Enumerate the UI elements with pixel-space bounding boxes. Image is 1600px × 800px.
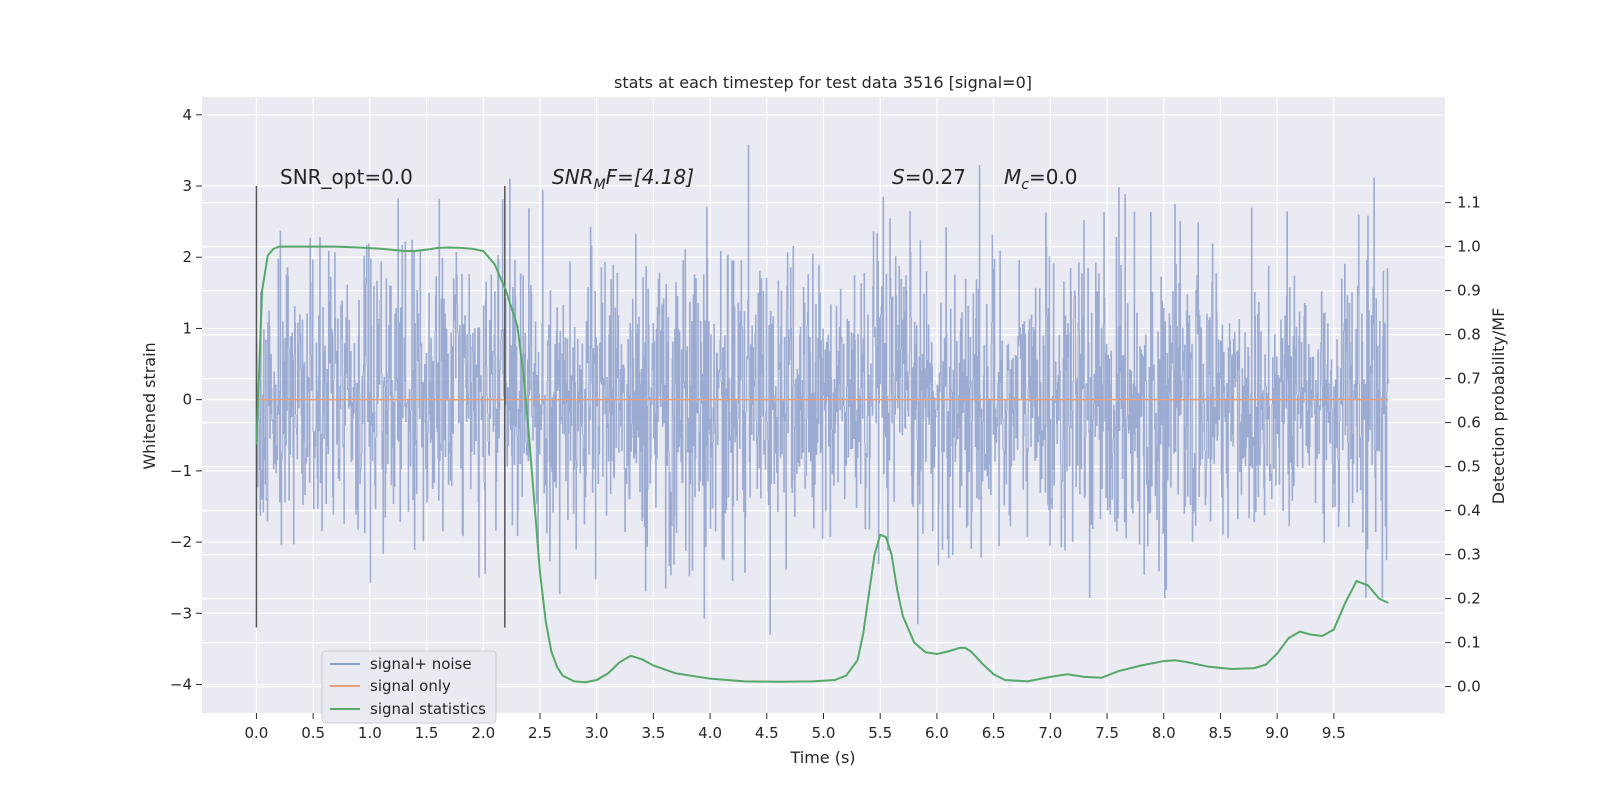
x-tick-label-9: 4.5 bbox=[755, 724, 779, 742]
annotation-s-tail: =0.27 bbox=[905, 165, 966, 189]
right-tick-label-2: 0.9 bbox=[1457, 282, 1481, 300]
x-tick-label-15: 7.5 bbox=[1095, 724, 1119, 742]
left-tick-label-8: −4 bbox=[170, 676, 192, 694]
x-tick-label-19: 9.5 bbox=[1322, 724, 1346, 742]
annotation-mc-tail: =0.0 bbox=[1029, 165, 1078, 189]
annotation-mc-base: M bbox=[1004, 165, 1021, 189]
x-tick-label-13: 6.5 bbox=[982, 724, 1006, 742]
legend-label-signal-noise: signal+ noise bbox=[370, 655, 472, 673]
legend-label-signal-statistics: signal statistics bbox=[370, 700, 486, 718]
legend-label-signal-only: signal only bbox=[370, 677, 451, 695]
left-tick-label-0: 4 bbox=[182, 106, 192, 124]
right-tick-label-4: 0.7 bbox=[1457, 370, 1481, 388]
x-axis-ticks: 0.0 0.5 1.0 1.5 2.0 2.5 3.0 3.5 4.0 4.5 5.0 5.5 6.0 6… bbox=[245, 713, 1346, 742]
x-tick-label-18: 9.0 bbox=[1265, 724, 1289, 742]
right-tick-label-5: 0.6 bbox=[1457, 414, 1481, 432]
left-tick-label-7: −3 bbox=[170, 604, 192, 622]
x-tick-label-0: 0.0 bbox=[245, 724, 269, 742]
right-tick-label-8: 0.3 bbox=[1457, 546, 1481, 564]
x-tick-label-1: 0.5 bbox=[301, 724, 325, 742]
right-tick-label-6: 0.5 bbox=[1457, 458, 1481, 476]
right-tick-label-9: 0.2 bbox=[1457, 590, 1481, 608]
annotation-mc-sub: c bbox=[1021, 177, 1029, 193]
left-axis-ticks: 4 3 2 1 0 −1 −2 −3 −4 bbox=[170, 106, 202, 694]
y-axis-label: Whitened strain bbox=[140, 342, 159, 469]
x-tick-label-11: 5.5 bbox=[868, 724, 892, 742]
left-tick-label-6: −2 bbox=[170, 533, 192, 551]
right-axis-ticks: 1.1 1.0 0.9 0.8 0.7 0.6 0.5 0.4 0.3 0.2 0.1 0.0 bbox=[1445, 194, 1481, 696]
annotation-snr-mf-base: SNR bbox=[552, 165, 594, 189]
right-tick-label-3: 0.8 bbox=[1457, 326, 1481, 344]
legend: signal+ noise signal only signal statist… bbox=[321, 650, 497, 724]
x-tick-label-5: 2.5 bbox=[528, 724, 552, 742]
left-tick-label-1: 3 bbox=[182, 177, 192, 195]
x-tick-label-4: 2.0 bbox=[471, 724, 495, 742]
chart-title: stats at each timestep for test data 351… bbox=[614, 73, 1032, 92]
annotation-snr-opt: SNR_opt=0.0 bbox=[280, 165, 413, 189]
left-tick-label-5: −1 bbox=[170, 462, 192, 480]
x-tick-label-10: 5.0 bbox=[812, 724, 836, 742]
left-tick-label-2: 2 bbox=[182, 248, 192, 266]
x-tick-label-7: 3.5 bbox=[641, 724, 665, 742]
x-tick-label-2: 1.0 bbox=[358, 724, 382, 742]
right-tick-label-7: 0.4 bbox=[1457, 502, 1481, 520]
x-tick-label-16: 8.0 bbox=[1152, 724, 1176, 742]
x-tick-label-6: 3.0 bbox=[585, 724, 609, 742]
annotation-s: S=0.27 bbox=[892, 165, 966, 189]
right-tick-label-0: 1.1 bbox=[1457, 194, 1481, 212]
x-tick-label-3: 1.5 bbox=[415, 724, 439, 742]
annotation-mc: Mc=0.0 bbox=[1004, 165, 1078, 193]
x-tick-label-8: 4.0 bbox=[698, 724, 722, 742]
x-tick-label-12: 6.0 bbox=[925, 724, 949, 742]
annotation-s-base: S bbox=[892, 165, 905, 189]
x-tick-label-17: 8.5 bbox=[1209, 724, 1233, 742]
left-tick-label-3: 1 bbox=[182, 319, 192, 337]
annotation-snr-mf-tail: F=[4.18] bbox=[606, 165, 694, 189]
annotation-snr-mf: SNRMF=[4.18] bbox=[552, 165, 694, 193]
right-tick-label-11: 0.0 bbox=[1457, 678, 1481, 696]
x-axis-label: Time (s) bbox=[789, 748, 855, 767]
annotation-snr-mf-sub: M bbox=[594, 177, 606, 193]
signal-statistics-series bbox=[255, 245, 1389, 684]
x-tick-label-14: 7.0 bbox=[1038, 724, 1062, 742]
legend-box bbox=[321, 650, 497, 724]
y2-axis-label: Detection probability/MF bbox=[1489, 308, 1508, 505]
vertical-markers bbox=[255, 186, 506, 628]
right-tick-label-1: 1.0 bbox=[1457, 238, 1481, 256]
right-tick-label-10: 0.1 bbox=[1457, 634, 1481, 652]
left-tick-label-4: 0 bbox=[182, 391, 192, 409]
